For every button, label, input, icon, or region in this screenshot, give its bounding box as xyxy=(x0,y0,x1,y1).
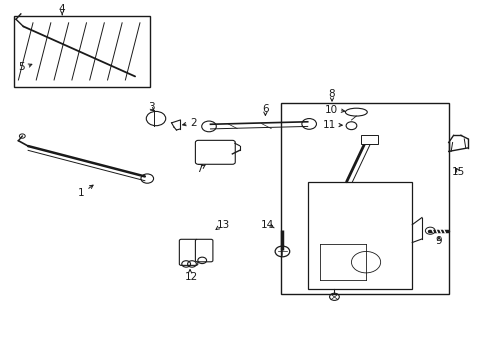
Text: 13: 13 xyxy=(216,220,229,230)
FancyBboxPatch shape xyxy=(179,239,198,265)
Text: 11: 11 xyxy=(322,120,335,130)
FancyBboxPatch shape xyxy=(195,239,212,262)
Text: 8: 8 xyxy=(328,89,335,99)
Text: 9: 9 xyxy=(435,237,442,247)
FancyBboxPatch shape xyxy=(195,140,235,164)
Text: 14: 14 xyxy=(261,220,274,230)
Text: 15: 15 xyxy=(451,167,464,177)
Text: 5: 5 xyxy=(19,63,25,72)
Text: 7: 7 xyxy=(196,164,203,174)
Text: 4: 4 xyxy=(59,4,65,14)
Bar xyxy=(361,135,377,144)
Text: 10: 10 xyxy=(324,105,337,115)
Text: 3: 3 xyxy=(147,102,154,112)
Bar xyxy=(281,103,448,294)
Bar xyxy=(14,16,149,87)
Text: 12: 12 xyxy=(184,272,197,282)
Text: 2: 2 xyxy=(190,118,196,128)
Text: 6: 6 xyxy=(262,104,268,113)
Text: 1: 1 xyxy=(78,188,85,198)
Bar xyxy=(307,182,411,289)
